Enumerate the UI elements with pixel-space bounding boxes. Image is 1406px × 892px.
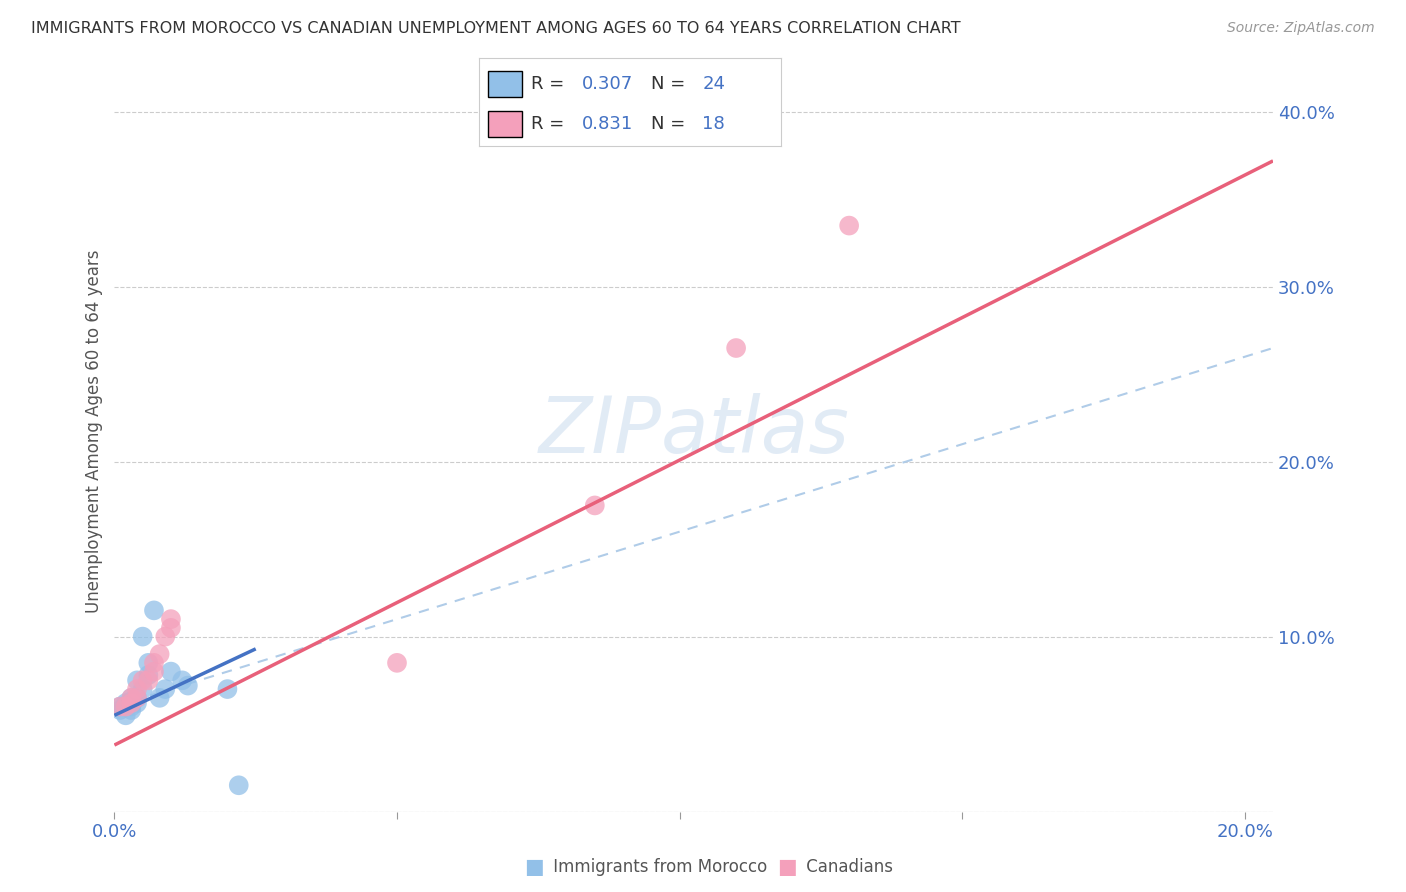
Y-axis label: Unemployment Among Ages 60 to 64 years: Unemployment Among Ages 60 to 64 years (86, 250, 103, 613)
Text: ■: ■ (524, 857, 544, 877)
Point (125, 696, 148, 710)
Point (125, 673, 148, 688)
Point (114, 699, 136, 714)
Text: ■: ■ (778, 857, 797, 877)
Point (120, 703, 142, 717)
Point (114, 708, 136, 723)
Point (136, 673, 159, 688)
Point (120, 694, 142, 708)
Point (131, 630, 153, 644)
Point (838, 219, 860, 233)
Point (160, 665, 183, 679)
Point (149, 647, 172, 661)
Point (120, 696, 142, 710)
Point (125, 682, 148, 697)
Point (120, 690, 142, 705)
Point (108, 699, 131, 714)
Point (108, 703, 131, 717)
Point (125, 690, 148, 705)
Text: ZIPatlas: ZIPatlas (538, 393, 849, 469)
Text: Source: ZipAtlas.com: Source: ZipAtlas.com (1227, 21, 1375, 35)
Point (155, 682, 177, 697)
Text: Canadians: Canadians (801, 858, 893, 876)
Point (136, 668, 159, 682)
Point (172, 673, 194, 688)
Point (143, 656, 166, 670)
Point (114, 696, 136, 710)
Point (120, 699, 142, 714)
Point (228, 778, 250, 792)
Point (217, 682, 239, 697)
Point (143, 665, 166, 679)
Point (136, 656, 159, 670)
Text: Immigrants from Morocco: Immigrants from Morocco (548, 858, 768, 876)
Point (155, 630, 177, 644)
Point (131, 682, 153, 697)
Point (120, 690, 142, 705)
Point (583, 499, 606, 513)
Point (131, 673, 153, 688)
Point (149, 690, 172, 705)
Point (385, 656, 408, 670)
Point (143, 603, 166, 617)
Point (160, 621, 183, 635)
Point (125, 690, 148, 705)
Point (177, 679, 200, 693)
Point (160, 612, 183, 626)
Point (108, 699, 131, 714)
Point (725, 341, 748, 355)
Text: IMMIGRANTS FROM MOROCCO VS CANADIAN UNEMPLOYMENT AMONG AGES 60 TO 64 YEARS CORRE: IMMIGRANTS FROM MOROCCO VS CANADIAN UNEM… (31, 21, 960, 36)
Point (114, 699, 136, 714)
